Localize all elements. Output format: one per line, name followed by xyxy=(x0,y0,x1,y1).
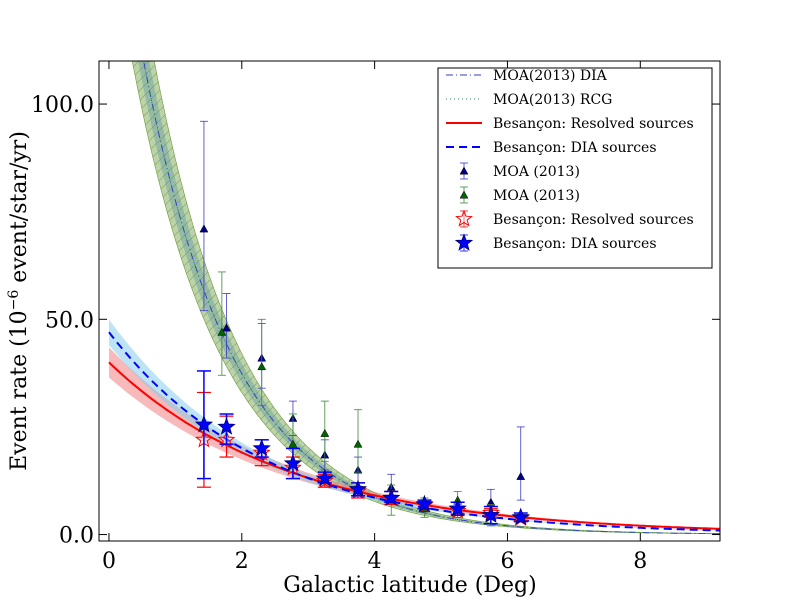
y-tick-label: 100.0 xyxy=(31,93,94,118)
besancon-dia-point-6 xyxy=(348,479,368,498)
y-axis-label-main: Event rate (10 xyxy=(7,310,32,471)
moa-band-hatch xyxy=(132,61,720,534)
legend-label: MOA (2013) xyxy=(493,164,580,180)
besancon-dia-point-11 xyxy=(511,507,530,526)
legend-entry-2: MOA(2013) RCG xyxy=(446,92,612,108)
y-axis-label-exponent: −6 xyxy=(6,290,22,311)
besancon-dia-point-9 xyxy=(448,499,467,517)
y-tick-label: 50.0 xyxy=(45,308,94,333)
besancon-dia-point-8 xyxy=(415,494,434,513)
legend: MOA(2013) DIA MOA(2013) RCG Besançon: Reso… xyxy=(437,67,713,269)
legend-frame xyxy=(437,67,713,269)
legend-entry-1: MOA(2013) DIA xyxy=(446,68,608,84)
besancon-dia-point-5 xyxy=(315,468,334,487)
moa-dia-point-11 xyxy=(516,426,526,501)
y-tick-label: 0.0 xyxy=(59,524,94,549)
x-tick-label: 4 xyxy=(368,549,382,574)
moa-dia-fit-curve xyxy=(143,61,720,535)
moa-rcg-point-4 xyxy=(320,400,330,462)
besancon-dia-curve xyxy=(108,331,720,532)
besancon-dia-point-10 xyxy=(481,505,500,525)
legend-label: Besançon: Resolved sources xyxy=(493,212,694,228)
y-axis-label: Event rate (10−6 event/star/yr) xyxy=(6,131,32,471)
y-axis-label-units: event/star/yr) xyxy=(7,131,32,290)
legend-label: Besançon: Resolved sources xyxy=(493,116,694,132)
moa-rcg-point-2 xyxy=(257,318,267,406)
x-tick-label: 2 xyxy=(235,549,249,574)
besancon-dia-point-2 xyxy=(217,413,236,445)
moa-rcg-point-1 xyxy=(217,271,227,376)
legend-entry-8: Besançon: DIA sources xyxy=(454,233,657,252)
legend-entry-4: Besançon: DIA sources xyxy=(446,140,657,156)
x-tick-label: 8 xyxy=(633,549,647,574)
x-tick-label: 6 xyxy=(500,549,514,574)
besancon-dia-point-4 xyxy=(283,447,303,480)
moa-dia-point-1 xyxy=(199,120,209,312)
legend-label: Besançon: DIA sources xyxy=(493,140,657,156)
moa-rcg-point-5 xyxy=(353,409,363,473)
legend-label: MOA(2013) RCG xyxy=(493,92,612,108)
legend-label: Besançon: DIA sources xyxy=(493,236,657,252)
x-tick-label: 0 xyxy=(102,549,116,574)
legend-label: MOA (2013) xyxy=(493,188,580,204)
legend-entry-6: MOA (2013) xyxy=(459,186,580,204)
legend-entry-7: Besançon: Resolved sources xyxy=(455,209,694,228)
besancon-dia-point-7 xyxy=(382,488,401,506)
besancon-dia-point-1 xyxy=(194,370,214,480)
moa-dia-point-2 xyxy=(222,293,231,359)
x-axis-label: Galactic latitude (Deg) xyxy=(283,573,536,598)
legend-entry-5: MOA (2013) xyxy=(459,162,580,180)
besancon-dia-point-3 xyxy=(252,438,271,458)
legend-label: MOA(2013) DIA xyxy=(493,68,608,84)
plot-frame xyxy=(98,60,721,542)
legend-entry-3: Besançon: Resolved sources xyxy=(446,116,694,132)
